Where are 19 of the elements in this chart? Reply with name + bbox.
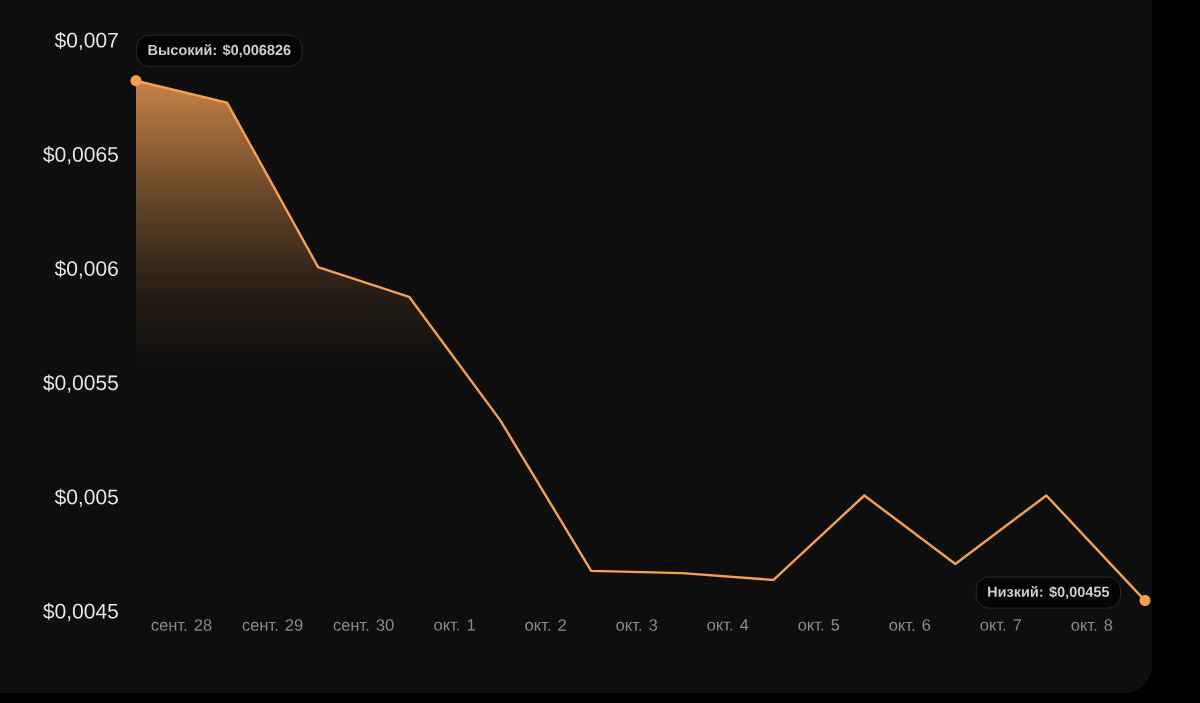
x-tick-label: окт. 5 (798, 619, 840, 631)
annotation: Низкий: $0,00455 (988, 586, 1110, 600)
y-tick-label: $0,005 (54, 488, 118, 507)
x-tick-label: окт. 6 (889, 619, 931, 631)
y-tick-label: $0,006 (54, 260, 118, 279)
x-tick-label: окт. 2 (525, 619, 566, 631)
x-tick-label: окт. 3 (616, 619, 658, 631)
x-tick-label: окт. 4 (707, 619, 749, 631)
y-tick-label: $0,0065 (43, 146, 118, 165)
annotation: Высокий: $0,006826 (148, 44, 291, 58)
y-tick-label: $0,007 (54, 31, 118, 51)
x-tick-label: сент. 30 (333, 619, 394, 631)
y-tick-label: $0,0055 (43, 374, 118, 393)
y-tick-label: $0,0045 (43, 602, 118, 622)
x-tick-label: сент. 29 (242, 619, 303, 631)
x-tick-label: окт. 1 (434, 619, 475, 631)
x-tick-label: сент. 28 (151, 619, 212, 631)
x-tick-label: окт. 7 (980, 619, 1022, 631)
x-tick-label: окт. 8 (1071, 619, 1113, 631)
